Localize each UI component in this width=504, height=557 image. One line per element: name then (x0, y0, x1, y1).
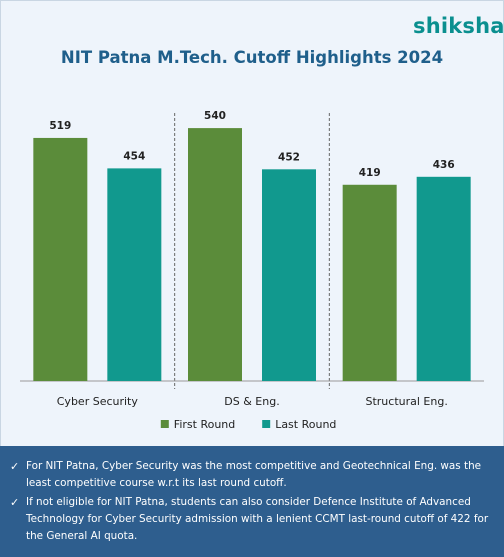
legend-swatch (160, 420, 169, 428)
note-text: For NIT Patna, Cyber Security was the mo… (26, 460, 482, 489)
bar-first-round (33, 137, 88, 381)
x-tick-label: Structural Eng. (365, 395, 447, 408)
bar-first-round (342, 184, 397, 381)
x-tick-label: Cyber Security (57, 395, 139, 408)
bar-last-round (107, 168, 162, 381)
chart-title: NIT Patna M.Tech. Cutoff Highlights 2024 (60, 48, 444, 67)
bar-last-round (262, 169, 316, 381)
checkmark-icon: ✓ (10, 460, 20, 473)
notes-panel: ✓ For NIT Patna, Cyber Security was the … (0, 446, 504, 557)
data-label: 519 (49, 120, 71, 132)
x-tick-label: DS & Eng. (224, 395, 279, 408)
brand-name: shiksha (413, 14, 504, 38)
legend-label: Last Round (275, 418, 336, 431)
data-label: 436 (433, 159, 455, 171)
note-item: ✓ If not eligible for NIT Patna, student… (10, 494, 494, 545)
legend-label: First Round (174, 418, 235, 431)
bar-first-round (188, 128, 242, 381)
data-label: 540 (204, 110, 226, 122)
bar-chart: 519 454 Cyber Security 540 452 DS & Eng. 419 43… (20, 110, 484, 431)
note-text: If not eligible for NIT Patna, students … (26, 496, 489, 542)
bar-last-round (416, 176, 471, 381)
data-label: 454 (123, 150, 145, 162)
data-label: 419 (359, 167, 381, 179)
note-item: ✓ For NIT Patna, Cyber Security was the … (10, 458, 494, 492)
legend-swatch (262, 420, 271, 428)
checkmark-icon: ✓ (10, 496, 20, 509)
shiksha-logo: shiksha (412, 8, 504, 44)
data-label: 452 (278, 151, 300, 163)
